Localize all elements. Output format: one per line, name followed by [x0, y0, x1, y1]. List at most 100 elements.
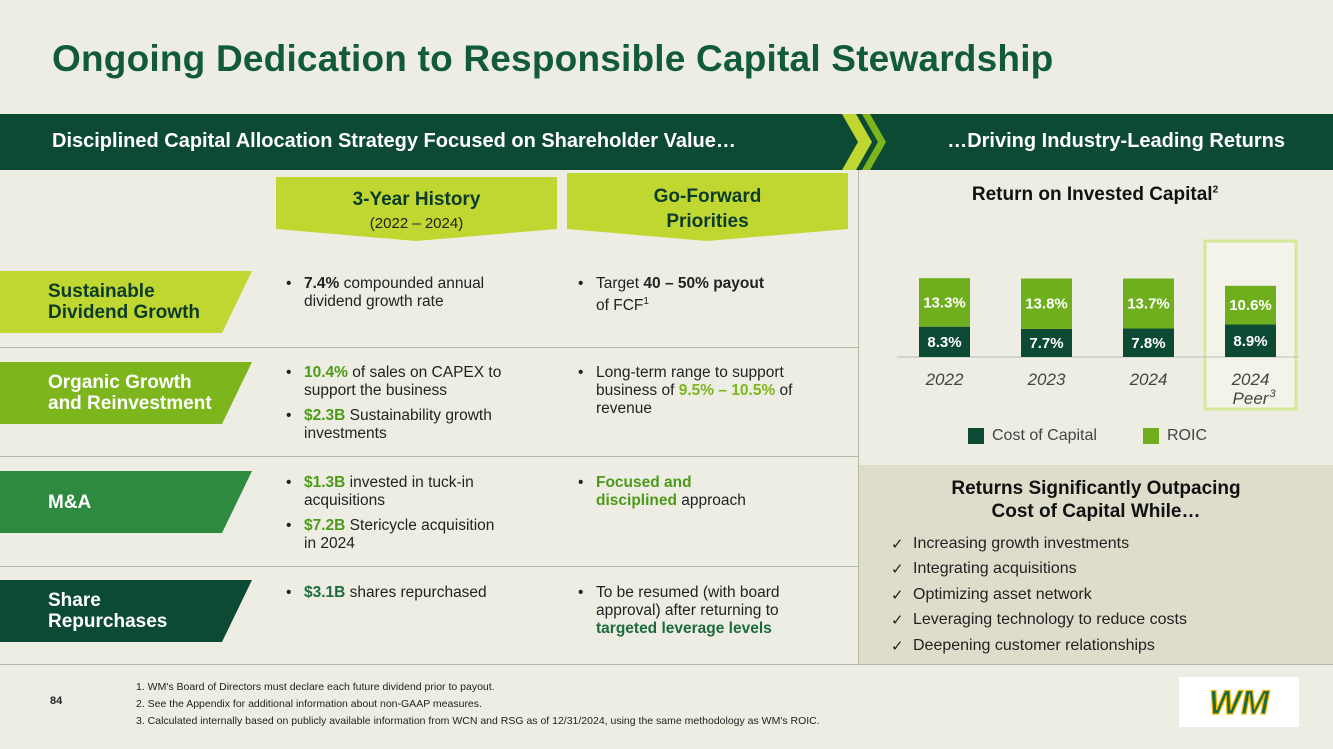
column-divider	[858, 170, 859, 664]
list-item: ✓ Increasing growth investments	[891, 531, 1187, 557]
bullet-text: Stericycle acquisition	[345, 517, 495, 534]
footer-divider	[0, 664, 1333, 665]
bullet-text: of FCF	[596, 297, 644, 315]
row-divider	[0, 347, 858, 348]
bullet-text: Long-term range to support	[596, 364, 784, 381]
row-label-line: and Reinvestment	[48, 393, 212, 414]
row-divider	[0, 456, 858, 457]
check-icon: ✓	[891, 637, 904, 655]
list-item-text: Optimizing asset network	[913, 585, 1092, 603]
list-item: Target 40 – 50% payout of FCF1	[574, 275, 834, 315]
footnote: 3. Calculated internally based on public…	[136, 715, 820, 727]
highlight-value: 10.4%	[304, 364, 348, 381]
legend-cost-of-capital: Cost of Capital	[968, 427, 1097, 445]
data-label-roic: 13.3%	[923, 294, 966, 311]
forward-header: Go-Forward Priorities	[567, 184, 848, 234]
list-item-text: Deepening customer relationships	[913, 636, 1155, 654]
x-tick-label: 2024	[1231, 370, 1270, 389]
footnote: 1. WM's Board of Directors must declare …	[136, 681, 495, 693]
bullet-text: compounded annual	[339, 275, 485, 292]
highlight-value: $2.3B	[304, 407, 346, 424]
list-item: ✓ Leveraging technology to reduce costs	[891, 608, 1187, 634]
footnote-ref: 1	[643, 296, 649, 307]
data-label-roic: 10.6%	[1229, 297, 1272, 314]
row-label-dividend: Sustainable Dividend Growth	[0, 271, 252, 333]
row-label-organic: Organic Growth and Reinvestment	[0, 362, 252, 424]
legend-swatch	[968, 428, 984, 444]
returns-title: Returns Significantly Outpacing Cost of …	[859, 477, 1333, 523]
row-label-line: Organic Growth	[48, 372, 192, 393]
highlight-value: 40 – 50% payout	[643, 275, 764, 292]
legend-swatch	[1143, 428, 1159, 444]
check-icon: ✓	[891, 561, 904, 579]
wm-logo-text: WM	[1209, 685, 1270, 719]
footnote-ref: 2	[1212, 184, 1219, 196]
bar-cost-of-capital	[1225, 324, 1276, 357]
bar-roic	[1021, 278, 1072, 329]
row-label-line: Repurchases	[48, 611, 168, 632]
returns-title-line: Cost of Capital While…	[991, 501, 1201, 522]
history-header-sub: (2022 – 2024)	[369, 215, 464, 232]
row-label-line: M&A	[48, 491, 92, 513]
data-label-cost: 7.7%	[1029, 335, 1063, 352]
x-tick-sublabel: Peer	[1233, 389, 1270, 408]
highlight-value: disciplined	[596, 492, 677, 509]
history-header: 3-Year History (2022 – 2024)	[276, 189, 557, 232]
bullet-text: Sustainability growth	[345, 407, 492, 424]
row-label-ma: M&A	[0, 471, 252, 533]
list-item: ✓ Optimizing asset network	[891, 582, 1187, 608]
x-tick-label: 2023	[1027, 370, 1066, 389]
footnote: 2. See the Appendix for additional infor…	[136, 698, 482, 710]
footnotes: 1. WM's Board of Directors must declare …	[136, 679, 820, 730]
returns-title-line: Returns Significantly Outpacing	[951, 478, 1241, 499]
banner-left-text: Disciplined Capital Allocation Strategy …	[52, 130, 736, 152]
history-repurchase-list: $3.1B shares repurchased	[282, 584, 542, 609]
row-label-shape	[0, 580, 252, 642]
forward-dividend-list: Target 40 – 50% payout of FCF1	[574, 275, 834, 322]
highlight-value: 7.4%	[304, 275, 340, 292]
data-label-cost: 8.9%	[1233, 333, 1267, 350]
list-item-text: Leveraging technology to reduce costs	[913, 611, 1187, 629]
row-label-line: Share	[48, 590, 101, 611]
returns-box: Returns Significantly Outpacing Cost of …	[859, 465, 1333, 664]
section-banner: Disciplined Capital Allocation Strategy …	[0, 114, 1333, 170]
row-label-repurchases: Share Repurchases	[0, 580, 252, 642]
bullet-text: To be resumed (with board	[596, 584, 780, 601]
bullet-text: dividend growth rate	[304, 293, 444, 310]
roic-chart: 8.3% 13.3% 2022 7.7% 13.8% 2023 7.8% 13.7% 2024 8…	[897, 239, 1298, 411]
row-label-shape	[0, 471, 252, 533]
row-label-shape	[0, 271, 252, 333]
bar-roic	[1225, 285, 1276, 325]
bar-roic	[1123, 278, 1174, 329]
forward-header-line2: Priorities	[666, 211, 749, 232]
banner-right-text: …Driving Industry-Leading Returns	[947, 130, 1285, 152]
bullet-text: investments	[304, 425, 387, 442]
legend-label: ROIC	[1167, 427, 1207, 444]
bullet-text: invested in tuck-in	[345, 474, 474, 491]
legend-roic: ROIC	[1143, 427, 1207, 445]
chart-title-text: Return on Invested Capital	[971, 184, 1213, 205]
bullet-text: of	[775, 382, 793, 399]
page-number: 84	[50, 695, 63, 707]
list-item: $3.1B shares repurchased	[282, 584, 542, 602]
bullet-text: support the business	[304, 382, 448, 399]
x-tick-footnote-ref: 3	[1269, 388, 1276, 400]
bullet-text: Target	[596, 275, 644, 292]
bar-cost-of-capital	[1021, 328, 1072, 357]
list-item: ✓ Integrating acquisitions	[891, 557, 1187, 583]
data-label-cost: 7.8%	[1131, 335, 1165, 352]
list-item: ✓ Deepening customer relationships	[891, 633, 1187, 659]
chart-title: Return on Invested Capital2	[880, 184, 1310, 206]
check-icon: ✓	[891, 586, 904, 604]
